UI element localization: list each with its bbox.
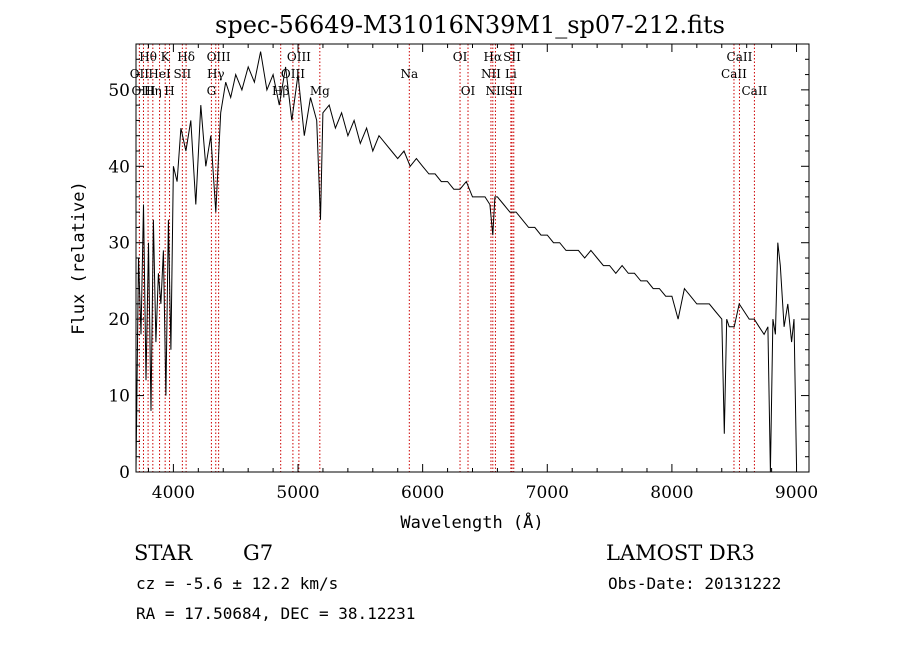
x-tick-label: 9000 <box>775 483 818 503</box>
line-label: Na <box>400 67 418 81</box>
line-label: OIII <box>207 50 231 64</box>
line-label: OIII <box>131 84 155 98</box>
line-label: HeI <box>148 67 171 81</box>
object-class: STAR <box>134 541 193 565</box>
line-label: K <box>161 50 171 64</box>
line-label: Hη <box>144 84 162 98</box>
y-tick-label: 50 <box>108 81 130 101</box>
line-label: OIII <box>287 50 311 64</box>
line-label: Hδ <box>177 50 195 64</box>
obs-date: Obs-Date: 20131222 <box>608 574 781 593</box>
x-tick-label: 8000 <box>650 483 693 503</box>
line-label: G <box>207 84 217 98</box>
x-tick-label: 4000 <box>152 483 195 503</box>
chart-title: spec-56649-M31016N39M1_sp07-212.fits <box>215 11 725 39</box>
line-label: CaII <box>741 84 767 98</box>
spectrum-line <box>135 51 797 473</box>
line-label: H <box>164 84 174 98</box>
redshift-text: cz = -5.6 ± 12.2 km/s <box>136 574 338 593</box>
x-tick-label: 7000 <box>526 483 569 503</box>
line-label: Li <box>505 67 517 81</box>
emission-line-markers <box>138 44 755 472</box>
line-label: SII <box>505 84 523 98</box>
coordinates: RA = 17.50684, DEC = 38.12231 <box>136 604 415 623</box>
y-axis-label: Flux (relative) <box>69 181 89 335</box>
x-tick-label: 5000 <box>276 483 319 503</box>
line-label: CaII <box>721 67 747 81</box>
x-tick-label: 6000 <box>401 483 444 503</box>
y-axis-ticks: 0 10 20 30 40 50 <box>108 58 809 483</box>
line-label: OI <box>461 84 476 98</box>
line-label: OII <box>130 67 150 81</box>
line-label: SII <box>503 50 521 64</box>
survey-name: LAMOST DR3 <box>606 541 755 565</box>
line-label: OI <box>453 50 468 64</box>
line-label: SII <box>174 67 192 81</box>
x-axis-ticks: 4000 5000 6000 7000 8000 9000 <box>147 44 818 503</box>
line-label: NII <box>481 67 501 81</box>
y-tick-label: 10 <box>108 387 130 407</box>
line-label: Hβ <box>272 84 289 98</box>
line-label: CaII <box>727 50 753 64</box>
y-tick-label: 0 <box>119 463 130 483</box>
line-label: Hγ <box>207 67 225 81</box>
y-tick-label: 40 <box>108 157 130 177</box>
line-label: Mg <box>310 84 330 98</box>
object-subclass: G7 <box>243 541 273 565</box>
line-label: Hθ <box>139 50 157 64</box>
line-label: NII <box>485 84 505 98</box>
x-axis-label: Wavelength (Å) <box>400 511 543 533</box>
line-label: Hα <box>484 50 503 64</box>
plot-frame <box>135 43 810 473</box>
y-tick-label: 30 <box>108 234 130 254</box>
y-tick-label: 20 <box>108 310 130 330</box>
